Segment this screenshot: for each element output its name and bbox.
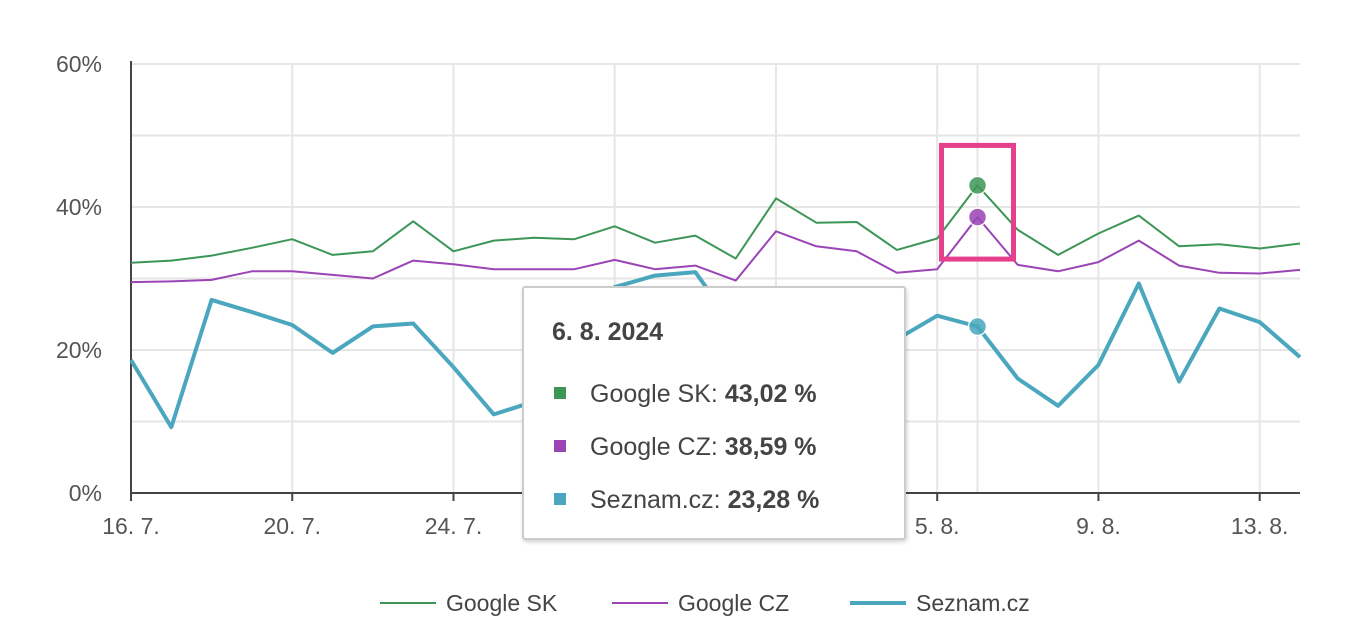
x-tick-label: 5. 8.	[915, 513, 960, 539]
highlight-markers	[939, 142, 1017, 337]
tooltip-separator: :	[710, 380, 725, 408]
tooltip: 6. 8. 2024 Google SK: 43,02 % Google CZ:…	[522, 286, 906, 540]
tooltip-separator: :	[710, 433, 725, 461]
tooltip-title: 6. 8. 2024	[552, 318, 664, 346]
tooltip-series-name: Seznam.cz	[590, 486, 714, 514]
tooltip-value: 38,59 %	[724, 433, 817, 461]
x-tick-label: 24. 7.	[425, 513, 483, 539]
y-tick-label: 60%	[56, 51, 102, 77]
tooltip-swatch-seznam	[554, 493, 566, 506]
x-tick-label: 13. 8.	[1231, 513, 1289, 539]
legend-label: Google CZ	[678, 590, 789, 616]
tooltip-row-google-sk: Google SK: 43,02 %	[554, 380, 817, 409]
legend: Google SK Google CZ Seznam.cz	[380, 590, 1030, 616]
tooltip-swatch-google-sk	[554, 387, 566, 400]
y-tick-label: 40%	[56, 194, 102, 220]
tooltip-row-seznam: Seznam.cz: 23,28 %	[554, 486, 819, 515]
x-tick-label: 16. 7.	[102, 513, 160, 539]
tooltip-swatch-google-cz	[554, 440, 566, 453]
grid	[131, 63, 1300, 493]
data-point-seznam-cz	[967, 316, 988, 337]
legend-label: Seznam.cz	[916, 590, 1030, 616]
y-tick-label: 20%	[56, 337, 102, 363]
tooltip-series-name: Google CZ	[590, 433, 711, 461]
data-point-google-cz	[967, 207, 988, 227]
series-line-google-sk	[130, 184, 1301, 264]
legend-label: Google SK	[446, 590, 558, 616]
tooltip-value: 23,28 %	[727, 486, 820, 514]
y-tick-label: 0%	[69, 480, 102, 506]
tooltip-series-name: Google SK	[590, 380, 711, 408]
tooltip-separator: :	[713, 486, 728, 514]
tooltip-row-google-cz: Google CZ: 38,59 %	[554, 433, 817, 462]
highlight-box	[939, 142, 1017, 262]
x-tick-label: 9. 8.	[1076, 513, 1121, 539]
tooltip-value: 43,02 %	[724, 380, 817, 408]
series-line-google-cz	[130, 216, 1301, 284]
data-point-google-sk	[967, 175, 988, 196]
x-tick-label: 20. 7.	[263, 513, 321, 539]
